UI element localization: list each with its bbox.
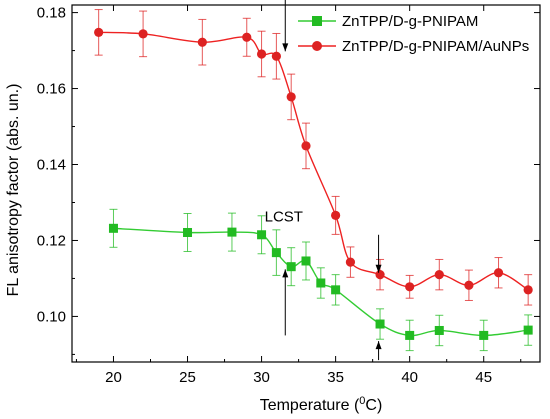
y-axis-title: FL anisotropy factor (abs. un.) [5, 84, 22, 297]
x-tick-label: 35 [327, 369, 344, 386]
x-tick-label: 40 [401, 369, 418, 386]
x-axis-title-main: Temperature ( [260, 397, 360, 414]
data-point-square [523, 325, 533, 335]
data-point-square [316, 278, 326, 288]
data-point-square [257, 230, 267, 240]
data-point-square [331, 285, 341, 295]
legend: ZnTPP/D-g-PNIPAM ZnTPP/D-g-PNIPAM/AuNPs [298, 13, 529, 55]
plot-frame [71, 4, 541, 363]
y-tick-label: 0.16 [37, 81, 66, 98]
series-2 [94, 9, 533, 306]
y-tick-label: 0.12 [37, 232, 66, 249]
data-point-circle [331, 210, 341, 221]
x-tick-label: 25 [179, 369, 196, 386]
data-point-circle [345, 257, 356, 267]
data-point-square [301, 256, 311, 266]
x-tick-label: 20 [105, 369, 122, 386]
data-point-square [183, 227, 193, 237]
lcst-annotation: LCST [265, 208, 303, 225]
y-tick-label: 0.10 [37, 308, 66, 325]
data-point-square [271, 248, 281, 258]
data-point-circle [301, 141, 311, 151]
series-1 [108, 208, 533, 352]
data-point-circle [464, 280, 474, 290]
lcst-arrow [375, 341, 382, 361]
data-point-circle [242, 32, 252, 42]
legend-label-series-2: ZnTPP/D-g-PNIPAM/AuNPs [342, 38, 529, 55]
legend-marker-square [312, 16, 322, 26]
data-point-circle [197, 37, 207, 47]
data-point-square [405, 330, 415, 340]
legend-item-series-2: ZnTPP/D-g-PNIPAM/AuNPs [298, 38, 529, 55]
lcst-arrow [282, 0, 289, 52]
data-point-circle [271, 51, 281, 61]
data-point-circle [286, 92, 296, 102]
legend-item-series-1: ZnTPP/D-g-PNIPAM [298, 13, 478, 30]
data-point-circle [94, 27, 104, 37]
y-tick-label: 0.18 [37, 5, 66, 22]
legend-label-series-1: ZnTPP/D-g-PNIPAM [342, 13, 478, 30]
data-point-circle [405, 282, 415, 292]
data-point-square [479, 330, 489, 340]
data-point-square [286, 262, 296, 272]
x-axis-title-tail: C) [365, 397, 382, 414]
data-point-circle [493, 268, 504, 278]
data-point-circle [434, 270, 444, 280]
data-point-circle [256, 49, 267, 59]
data-point-square [108, 223, 118, 233]
x-tick-label: 30 [253, 369, 270, 386]
lcst-arrow [282, 269, 289, 336]
lcst-arrow [375, 234, 382, 273]
series-line [98, 31, 529, 291]
data-point-square [434, 325, 444, 335]
x-axis-title-sup: 0 [359, 395, 365, 407]
data-point-circle [523, 285, 533, 295]
legend-marker-circle [312, 41, 322, 51]
x-tick-label: 45 [475, 369, 492, 386]
data-point-circle [138, 29, 148, 39]
x-axis-title: Temperature (0C) [260, 395, 383, 414]
data-point-square [375, 319, 385, 329]
data-point-circle [375, 270, 385, 280]
y-tick-label: 0.14 [37, 157, 66, 174]
data-point-square [227, 227, 237, 237]
